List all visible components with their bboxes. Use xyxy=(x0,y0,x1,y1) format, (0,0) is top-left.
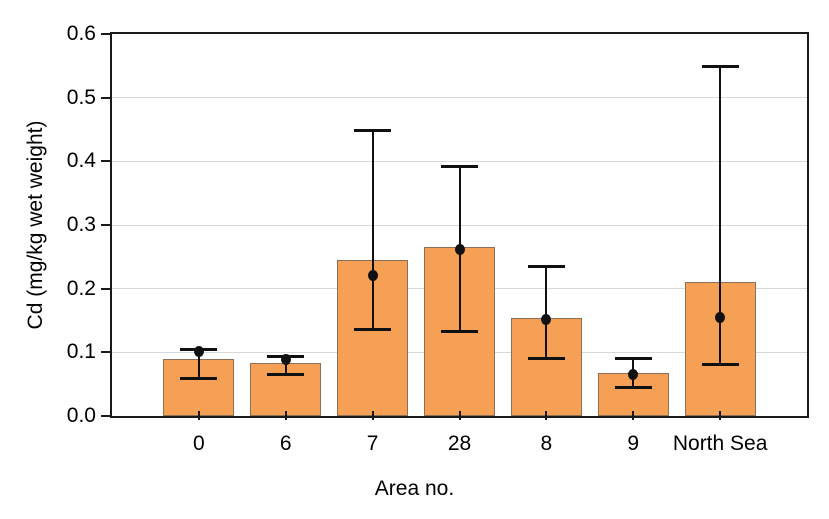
x-axis-tick xyxy=(545,411,548,420)
x-category-label: 9 xyxy=(627,432,640,455)
mean-dot-marker xyxy=(628,369,639,381)
y-tick-label: 0.1 xyxy=(66,340,96,364)
error-bar-cap-top xyxy=(701,65,739,69)
error-bar-cap-top xyxy=(614,357,652,361)
gridline xyxy=(112,97,807,99)
error-bar-line xyxy=(371,129,374,329)
error-bar-line xyxy=(545,265,548,359)
x-axis-tick xyxy=(284,411,287,420)
x-axis-tick xyxy=(458,411,461,420)
x-category-label: 7 xyxy=(366,432,379,455)
error-bar-line xyxy=(719,66,722,364)
mean-dot-marker xyxy=(541,314,552,326)
y-tick-label: 0.6 xyxy=(66,22,96,45)
y-axis-tick xyxy=(101,33,110,35)
x-category-label: 8 xyxy=(540,432,553,455)
y-axis-tick xyxy=(101,160,110,163)
error-bar-cap-bottom xyxy=(267,372,305,376)
error-bar-line xyxy=(284,356,287,374)
error-bar-cap-bottom xyxy=(527,357,565,361)
x-axis-tick xyxy=(719,411,722,420)
y-tick-label: 0.0 xyxy=(66,404,96,427)
y-axis-tick xyxy=(101,415,110,417)
x-axis-title: Area no. xyxy=(374,477,455,500)
gridline xyxy=(112,160,807,162)
y-tick-label: 0.3 xyxy=(66,213,96,236)
y-tick-label: 0.2 xyxy=(66,276,96,300)
error-bar-cap-bottom xyxy=(614,385,652,389)
error-bar-cap-bottom xyxy=(441,330,478,334)
x-axis-tick xyxy=(197,411,200,420)
plot-area: 0.0 0.1 0.2 0.3 0.4 0.5 0.6 0 6 7 28 8 9 North Sea xyxy=(67,23,809,455)
error-bar-cap-top xyxy=(354,128,392,132)
y-axis-tick xyxy=(101,351,110,354)
y-axis-tick xyxy=(101,224,110,226)
error-bar-line xyxy=(197,349,200,378)
mean-dot-marker xyxy=(367,270,378,282)
error-bar-cap-bottom xyxy=(701,362,739,366)
error-bar-cap-bottom xyxy=(354,327,392,331)
y-axis-tick xyxy=(101,96,110,99)
mean-dot-marker xyxy=(715,311,726,323)
mean-dot-marker xyxy=(193,345,204,357)
x-category-label: 0 xyxy=(193,432,205,455)
x-category-label: North Sea xyxy=(672,432,768,455)
error-bar-cap-top xyxy=(527,264,565,268)
error-bar-cap-top xyxy=(441,165,478,169)
x-axis-tick xyxy=(632,411,635,420)
y-axis-tick xyxy=(101,287,110,290)
bar xyxy=(597,373,669,416)
mean-dot-marker xyxy=(280,354,291,366)
x-category-label: 28 xyxy=(447,432,472,455)
y-axis-title: Cd (mg/kg wet weight) xyxy=(24,120,47,330)
x-category-label: 6 xyxy=(279,432,292,455)
y-tick-label: 0.5 xyxy=(66,85,96,109)
mean-dot-marker xyxy=(454,243,465,255)
error-bar-cap-bottom xyxy=(180,376,218,380)
y-tick-label: 0.4 xyxy=(66,149,96,173)
x-axis-tick xyxy=(371,411,374,420)
